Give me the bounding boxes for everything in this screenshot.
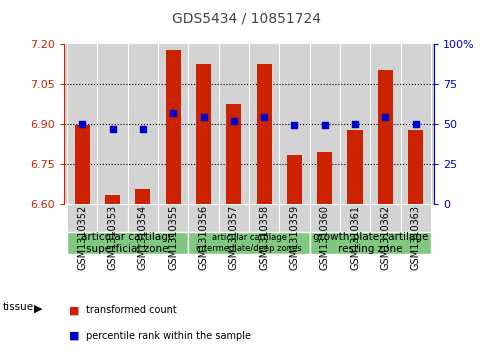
FancyBboxPatch shape <box>67 232 188 254</box>
Text: GSM1310357: GSM1310357 <box>229 205 239 270</box>
Bar <box>75 125 90 204</box>
Text: percentile rank within the sample: percentile rank within the sample <box>86 331 251 341</box>
Text: ■: ■ <box>69 331 83 341</box>
Point <box>412 121 420 127</box>
Bar <box>105 195 120 204</box>
Bar <box>348 130 363 204</box>
FancyBboxPatch shape <box>67 204 98 232</box>
Point <box>200 114 208 120</box>
Text: GSM1310353: GSM1310353 <box>107 205 118 270</box>
FancyBboxPatch shape <box>219 204 249 232</box>
Text: GSM1310358: GSM1310358 <box>259 205 269 270</box>
Bar <box>378 70 393 204</box>
FancyBboxPatch shape <box>188 232 310 254</box>
Point <box>351 121 359 127</box>
FancyBboxPatch shape <box>340 204 370 232</box>
Text: ▶: ▶ <box>34 303 42 314</box>
Text: articular cartilage
intermediate/deep zones: articular cartilage intermediate/deep zo… <box>196 233 302 253</box>
Point <box>321 122 329 128</box>
Text: GSM1310362: GSM1310362 <box>380 205 390 270</box>
Text: GDS5434 / 10851724: GDS5434 / 10851724 <box>172 11 321 25</box>
Bar <box>135 189 150 204</box>
Point <box>260 114 268 120</box>
Point <box>108 126 116 131</box>
FancyBboxPatch shape <box>310 232 431 254</box>
Text: GSM1310354: GSM1310354 <box>138 205 148 270</box>
Text: GSM1310363: GSM1310363 <box>411 205 421 270</box>
Bar <box>166 50 181 204</box>
Point <box>169 110 177 115</box>
Text: tissue: tissue <box>2 302 34 312</box>
Point <box>382 114 389 120</box>
Point <box>290 122 298 128</box>
Text: GSM1310356: GSM1310356 <box>199 205 209 270</box>
Bar <box>287 155 302 204</box>
FancyBboxPatch shape <box>400 204 431 232</box>
Text: GSM1310355: GSM1310355 <box>168 205 178 270</box>
FancyBboxPatch shape <box>158 204 188 232</box>
Bar <box>256 64 272 204</box>
Text: transformed count: transformed count <box>86 305 177 315</box>
FancyBboxPatch shape <box>98 204 128 232</box>
Point <box>139 126 147 131</box>
Bar <box>317 152 332 204</box>
FancyBboxPatch shape <box>279 204 310 232</box>
Text: growth plate cartilage
resting zone: growth plate cartilage resting zone <box>313 232 428 254</box>
Text: articular cartilage
superficial zone: articular cartilage superficial zone <box>81 232 175 254</box>
FancyBboxPatch shape <box>249 204 279 232</box>
FancyBboxPatch shape <box>370 204 400 232</box>
FancyBboxPatch shape <box>128 204 158 232</box>
Bar <box>196 64 211 204</box>
Point <box>230 118 238 123</box>
Bar <box>408 130 423 204</box>
Text: ■: ■ <box>69 305 83 315</box>
Text: GSM1310352: GSM1310352 <box>77 205 87 270</box>
FancyBboxPatch shape <box>188 204 219 232</box>
Point <box>78 121 86 127</box>
FancyBboxPatch shape <box>310 204 340 232</box>
Text: GSM1310359: GSM1310359 <box>289 205 299 270</box>
Text: GSM1310361: GSM1310361 <box>350 205 360 270</box>
Bar <box>226 104 242 204</box>
Text: GSM1310360: GSM1310360 <box>320 205 330 270</box>
